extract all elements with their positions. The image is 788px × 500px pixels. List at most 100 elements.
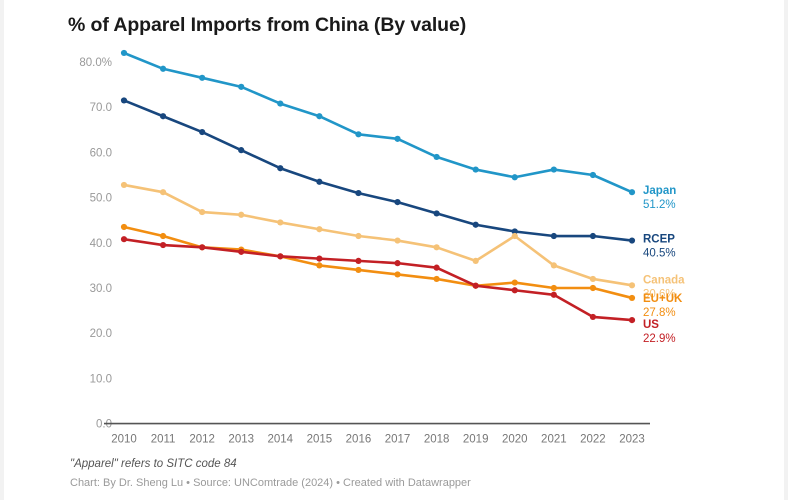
data-point[interactable] bbox=[199, 128, 206, 136]
y-tick-label: 70.0 bbox=[90, 102, 112, 114]
data-point[interactable] bbox=[472, 221, 479, 228]
x-tick-label: 2022 bbox=[580, 434, 606, 446]
page-title: % of Apparel Imports from China (By valu… bbox=[68, 14, 467, 36]
data-point[interactable] bbox=[394, 135, 401, 142]
data-point[interactable] bbox=[628, 294, 636, 302]
data-point[interactable] bbox=[589, 313, 597, 321]
data-point[interactable] bbox=[199, 244, 206, 251]
data-point[interactable] bbox=[277, 253, 284, 260]
x-axis-ticks: 2010 2011 2012 2013 2014 2015 2016 2017 2018 2019… bbox=[111, 434, 645, 446]
data-point[interactable] bbox=[472, 257, 479, 264]
x-tick-label: 2019 bbox=[463, 434, 489, 446]
x-tick-label: 2015 bbox=[307, 434, 333, 446]
data-point[interactable] bbox=[628, 237, 636, 244]
data-point[interactable] bbox=[199, 208, 206, 216]
data-point[interactable] bbox=[550, 232, 557, 240]
data-point[interactable] bbox=[589, 232, 597, 240]
data-point[interactable] bbox=[589, 275, 597, 283]
data-point[interactable] bbox=[316, 262, 323, 269]
x-tick-label: 2014 bbox=[268, 434, 294, 446]
data-point[interactable] bbox=[628, 316, 636, 324]
x-tick-label: 2013 bbox=[228, 434, 254, 446]
x-tick-label: 2010 bbox=[111, 434, 137, 446]
data-point[interactable] bbox=[433, 244, 440, 251]
data-point[interactable] bbox=[159, 241, 167, 249]
data-point[interactable] bbox=[433, 275, 440, 283]
data-point[interactable] bbox=[238, 248, 245, 255]
data-point[interactable] bbox=[394, 199, 401, 206]
data-point[interactable] bbox=[511, 232, 518, 240]
x-tick-label: 2018 bbox=[424, 434, 450, 446]
x-tick-label: 2017 bbox=[385, 434, 411, 446]
x-tick-label: 2023 bbox=[619, 434, 645, 446]
data-point[interactable] bbox=[472, 166, 479, 173]
x-tick-label: 2016 bbox=[346, 434, 372, 446]
data-point[interactable] bbox=[550, 291, 557, 298]
data-point[interactable] bbox=[199, 74, 206, 81]
series-eu-uk: EU+UK 27.8% bbox=[120, 223, 683, 319]
data-point[interactable] bbox=[238, 83, 245, 90]
data-point[interactable] bbox=[433, 264, 440, 271]
data-point[interactable] bbox=[120, 236, 128, 243]
left-edge-band bbox=[0, 0, 4, 500]
data-point[interactable] bbox=[316, 113, 323, 120]
data-point[interactable] bbox=[159, 189, 167, 196]
data-point[interactable] bbox=[277, 165, 284, 172]
data-point[interactable] bbox=[159, 113, 167, 120]
x-tick-label: 2021 bbox=[541, 434, 567, 446]
series-label-value: 51.2% bbox=[643, 199, 676, 211]
data-point[interactable] bbox=[355, 257, 362, 264]
data-point[interactable] bbox=[355, 266, 362, 274]
data-point[interactable] bbox=[316, 178, 323, 185]
series-label-name: US bbox=[643, 319, 659, 331]
data-point[interactable] bbox=[472, 282, 479, 289]
data-point[interactable] bbox=[589, 284, 597, 292]
data-point[interactable] bbox=[316, 255, 323, 262]
data-point[interactable] bbox=[511, 174, 518, 181]
right-edge-band bbox=[784, 0, 788, 500]
y-tick-label: 50.0 bbox=[90, 193, 112, 205]
data-point[interactable] bbox=[238, 147, 245, 154]
data-point[interactable] bbox=[120, 223, 128, 231]
data-point[interactable] bbox=[550, 262, 557, 269]
data-point[interactable] bbox=[355, 131, 362, 138]
data-point[interactable] bbox=[511, 228, 518, 235]
series-label-name: Japan bbox=[643, 185, 676, 197]
data-point[interactable] bbox=[394, 271, 401, 278]
y-tick-label: 40.0 bbox=[90, 238, 112, 250]
data-point[interactable] bbox=[277, 100, 284, 107]
data-point[interactable] bbox=[394, 237, 401, 244]
data-point[interactable] bbox=[355, 189, 362, 197]
data-point[interactable] bbox=[433, 210, 440, 217]
data-point[interactable] bbox=[511, 287, 518, 294]
series-line bbox=[122, 237, 634, 322]
data-point[interactable] bbox=[589, 171, 597, 179]
series-line bbox=[122, 99, 634, 242]
data-point[interactable] bbox=[628, 189, 636, 196]
data-point[interactable] bbox=[120, 49, 128, 57]
data-point[interactable] bbox=[394, 260, 401, 267]
data-point[interactable] bbox=[550, 284, 557, 292]
series-label-name: RCEP bbox=[643, 234, 675, 246]
y-tick-label: 60.0 bbox=[90, 147, 112, 159]
y-tick-label: 0.0 bbox=[96, 419, 112, 431]
data-point[interactable] bbox=[550, 166, 557, 173]
data-point[interactable] bbox=[316, 226, 323, 233]
data-point[interactable] bbox=[159, 65, 167, 72]
data-point[interactable] bbox=[511, 279, 518, 286]
data-point[interactable] bbox=[433, 153, 440, 161]
data-point[interactable] bbox=[159, 232, 167, 240]
data-point[interactable] bbox=[277, 219, 284, 226]
y-tick-label: 20.0 bbox=[90, 328, 112, 340]
data-point[interactable] bbox=[120, 97, 128, 104]
data-point[interactable] bbox=[238, 211, 245, 218]
x-tick-label: 2011 bbox=[151, 434, 176, 446]
data-point[interactable] bbox=[628, 282, 636, 289]
data-point[interactable] bbox=[355, 232, 362, 240]
series-label-value: 30.6% bbox=[643, 288, 676, 300]
y-tick-label: 30.0 bbox=[90, 283, 112, 295]
data-point[interactable] bbox=[120, 181, 128, 189]
